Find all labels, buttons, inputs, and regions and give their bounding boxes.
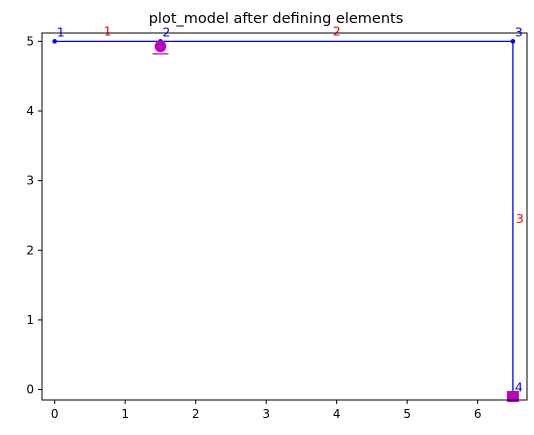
y-tick-label: 5 (26, 34, 34, 48)
nodes-layer (52, 39, 516, 399)
labels-layer: 1 2 3 1 2 3 4 (57, 23, 524, 394)
supports-layer (152, 40, 519, 403)
roller-support-marker (154, 40, 167, 53)
y-tick-label: 0 (26, 383, 34, 397)
x-tick-label: 1 (121, 407, 129, 421)
element-label: 2 (333, 23, 341, 38)
element-label: 1 (104, 23, 112, 38)
y-tick-label: 2 (26, 243, 34, 257)
x-tick-label: 0 (51, 407, 59, 421)
x-tick-label: 2 (192, 407, 200, 421)
node-label: 2 (162, 24, 170, 39)
y-tick-label: 3 (26, 174, 34, 188)
elements-layer (54, 40, 514, 397)
x-tick-label: 3 (262, 407, 270, 421)
element-label: 3 (516, 211, 524, 226)
node-label: 3 (515, 24, 523, 39)
node-marker (52, 39, 57, 44)
axes-frame (41, 32, 528, 401)
x-tick-label: 5 (403, 407, 411, 421)
chart-title: plot_model after defining elements (149, 11, 404, 27)
ticks-layer: 0 1 2 3 4 5 6 0 1 2 3 4 5 (26, 34, 481, 421)
y-tick-label: 1 (26, 313, 34, 327)
node-label: 4 (515, 380, 523, 395)
fixed-support-marker (506, 391, 519, 403)
x-tick-label: 4 (333, 407, 341, 421)
x-tick-label: 6 (474, 407, 482, 421)
node-marker (510, 39, 516, 44)
y-tick-label: 4 (26, 104, 34, 118)
node-label: 1 (57, 24, 65, 39)
